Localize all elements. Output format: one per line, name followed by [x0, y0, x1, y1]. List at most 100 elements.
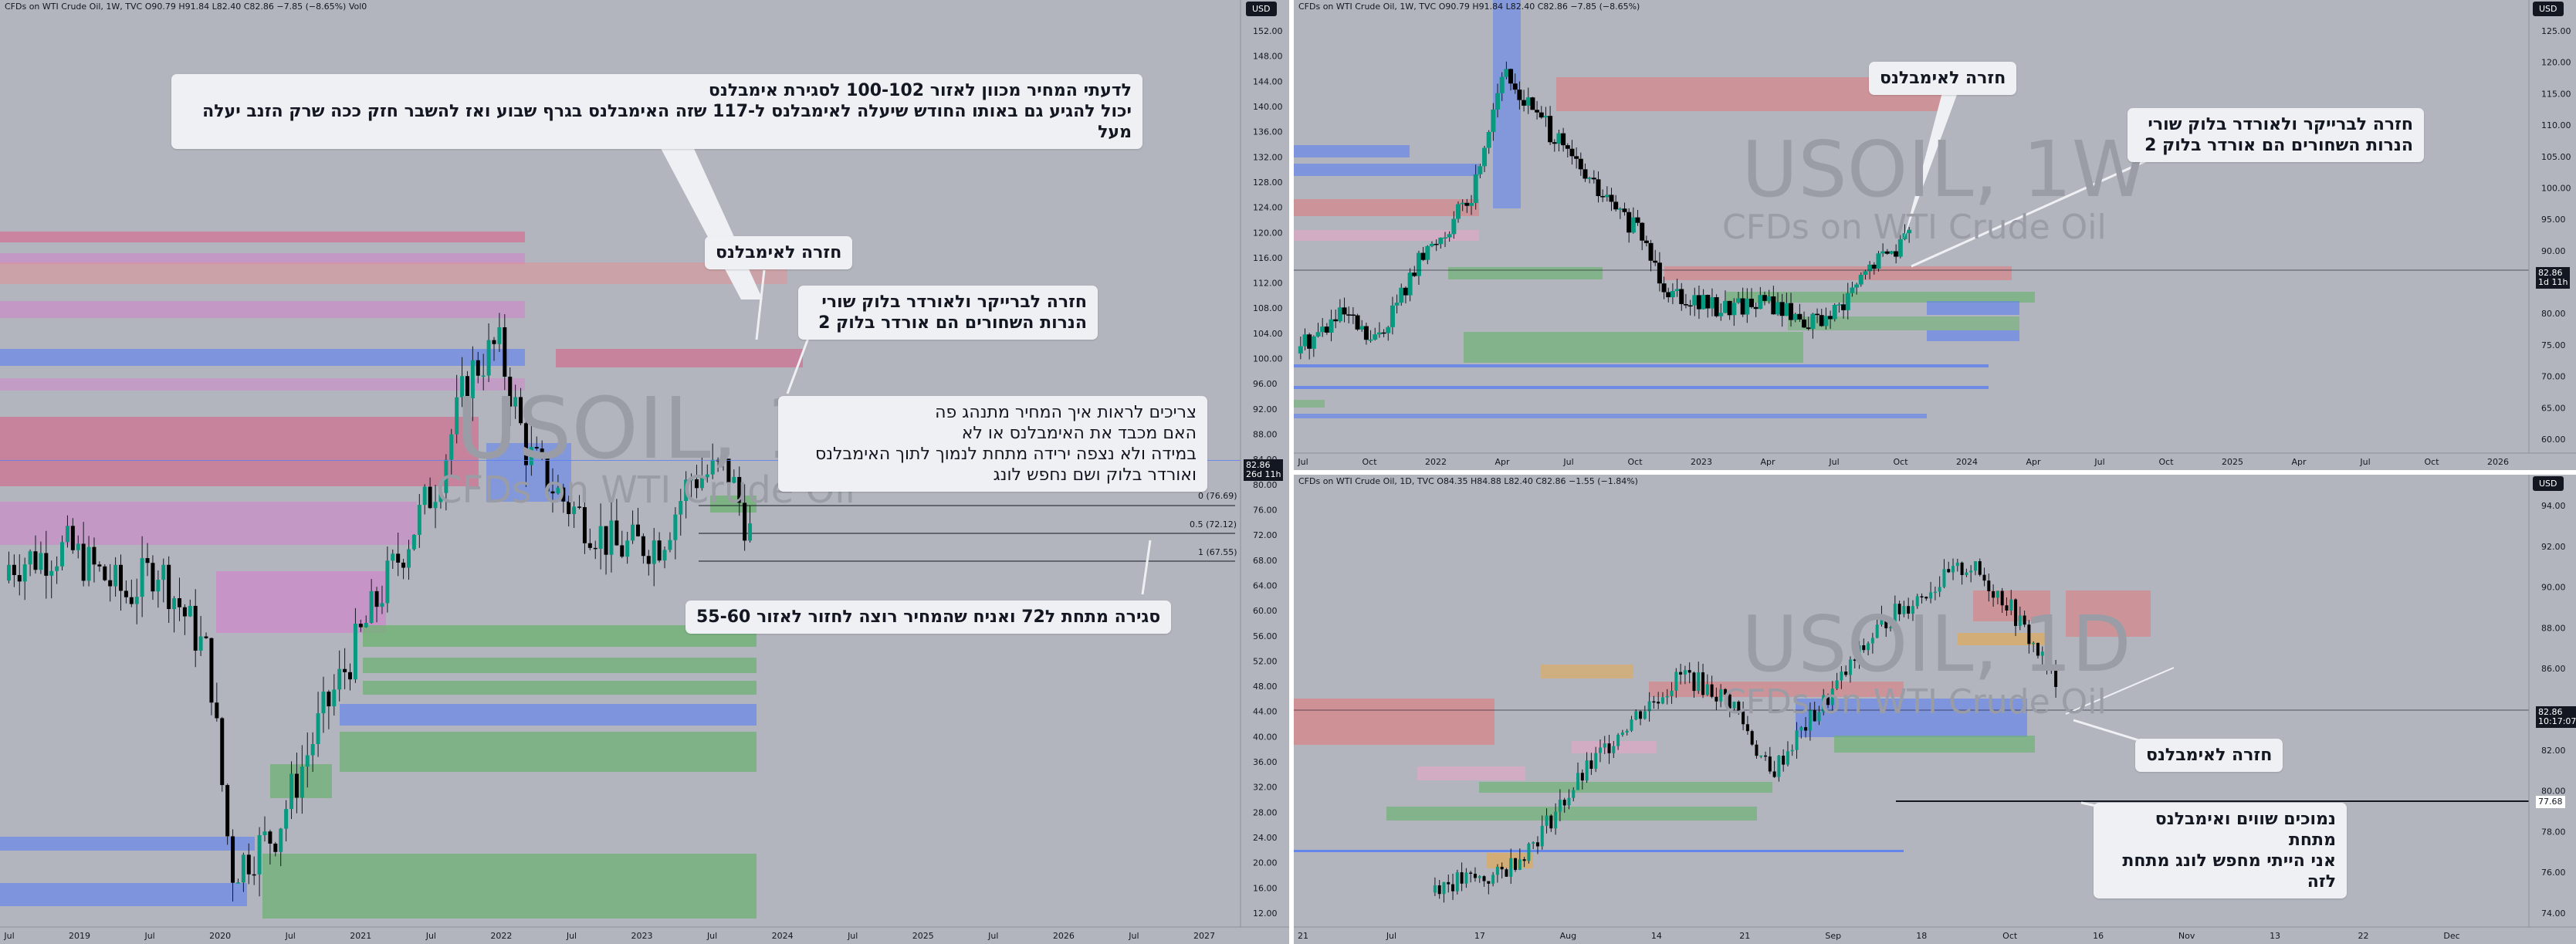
note-breaker-return-left[interactable]: חזרה לברייקר ולאורדר בלוק שורי הנרות השח…	[798, 286, 1098, 340]
candle-down	[1871, 264, 1877, 269]
candle-up	[134, 597, 139, 604]
candle-down	[97, 564, 102, 567]
candle-up	[438, 492, 443, 502]
last-price-value: 82.86	[1246, 460, 1271, 470]
candle-up	[1630, 719, 1633, 731]
candle-up	[161, 564, 166, 580]
zone-9	[1541, 665, 1633, 678]
candle-down	[550, 491, 555, 494]
currency-label[interactable]: USD	[2533, 476, 2564, 491]
note-imbalance-return-left[interactable]: חזרה לאימבלנס	[705, 236, 853, 269]
price-tick-2: 144.00	[1253, 76, 1283, 86]
price-tick-9: 76.00	[2541, 868, 2566, 878]
pane-separator-horizontal[interactable]	[1294, 470, 2576, 475]
weekly-chart-right-canvas[interactable]: 125.00 120.00 115.00 110.00 105.00 100.00 95.0…	[1294, 0, 2576, 470]
zone-7	[556, 349, 803, 367]
candle-up	[364, 622, 368, 628]
candle-down	[1548, 116, 1553, 143]
candle-up	[1320, 327, 1325, 333]
zone-2	[0, 262, 787, 284]
candle-up	[1429, 243, 1434, 246]
currency-label[interactable]: USD	[1246, 2, 1277, 16]
currency-label[interactable]: USD	[2533, 2, 2564, 16]
candle-down	[1745, 724, 1749, 732]
price-tick-9: 116.00	[1253, 253, 1283, 263]
candle-down	[1569, 148, 1575, 157]
candle-down	[17, 575, 22, 582]
note-watch-price-action[interactable]: צריכים לראות איך המחיר מתנהג פה האם מכבד…	[778, 396, 1207, 492]
time-tick-6: Jul	[425, 931, 436, 941]
price-tick-1: 120.00	[2541, 58, 2571, 68]
price-tick-5: 132.00	[1253, 152, 1283, 162]
candle-up	[1902, 606, 1906, 614]
note-imbalance-return-daily[interactable]: חזרה לאימבלנס	[2135, 739, 2283, 772]
candle-up	[481, 375, 486, 377]
time-tick-16: Jul	[1128, 931, 1139, 941]
candle-down	[1535, 842, 1539, 847]
candle-up	[1311, 336, 1316, 349]
time-tick-16: Jul	[2359, 457, 2370, 467]
candle-up	[1545, 815, 1549, 826]
price-tick-18: 80.00	[1253, 480, 1278, 490]
candle-up	[1504, 69, 1509, 77]
time-tick-0: Jul	[3, 931, 14, 941]
candle-down	[44, 553, 49, 576]
zone-13	[1294, 386, 1989, 389]
candle-up	[1670, 690, 1674, 696]
candle-up	[497, 327, 502, 344]
candle-down	[1764, 755, 1768, 757]
candle-up	[1438, 237, 1444, 245]
candle-down	[225, 785, 230, 837]
candle-up	[1867, 643, 1870, 651]
price-tick-27: 44.00	[1253, 707, 1278, 717]
candle-up	[1302, 334, 1308, 347]
candle-up	[1525, 97, 1531, 106]
note-imbalance-return-right[interactable]: חזרה לאימבלנס	[1869, 62, 2017, 95]
candle-up	[1973, 561, 1977, 571]
candle-up	[1598, 747, 1602, 753]
time-tick-1: Jul	[1386, 931, 1396, 941]
weekly-chart-left[interactable]: 152.00 148.00 144.00 140.00 136.00 132.00 128.…	[0, 0, 1289, 944]
candle-down	[1750, 731, 1754, 745]
candle-up	[235, 882, 240, 884]
candle-down	[220, 718, 225, 786]
candle-up	[2032, 642, 2036, 645]
daily-chart[interactable]: 94.0092.0090.0088.0086.0084.0082.0080.00…	[1294, 475, 2576, 944]
candle-up	[1495, 93, 1501, 110]
daily-chart-canvas[interactable]: 94.0092.0090.0088.0086.0084.0082.0080.00…	[1294, 475, 2576, 944]
pane-separator-vertical[interactable]	[1289, 0, 1294, 944]
candle-down	[1522, 100, 1527, 106]
time-tick-17: Oct	[2424, 457, 2439, 467]
candle-up	[417, 505, 421, 535]
candle-up	[1969, 570, 1973, 573]
note-equal-lows[interactable]: נמוכים שווים ואימבלנס מתחת אני הייתי מחפ…	[2094, 803, 2347, 898]
callout-tail-imbalance	[1904, 93, 1958, 239]
note-close-below-72[interactable]: סגירה מתחת ל72 ואניח שהמחיר רוצה לחזור ל…	[685, 601, 1172, 634]
time-tick-0: Jul	[1297, 457, 1308, 467]
zone-5	[1834, 736, 2035, 753]
candle-down	[1460, 872, 1464, 884]
candle-up	[337, 668, 342, 690]
candle-up	[1394, 303, 1400, 306]
candle-down	[1552, 142, 1557, 144]
candle-down	[1469, 872, 1473, 875]
candle-down	[1696, 295, 1701, 310]
note-target-100-102[interactable]: לדעתי המחיר מכוון לאזור 100-102 לסגירת א…	[171, 74, 1142, 149]
candle-down	[1622, 208, 1627, 212]
candle-up	[721, 458, 726, 462]
candle-down	[1683, 304, 1688, 306]
candle-up	[1929, 592, 1933, 599]
price-tick-7: 80.00	[2541, 787, 2566, 797]
note-breaker-return-right[interactable]: חזרה לברייקר ולאורדר בלוק שורי הנרות השח…	[2127, 108, 2424, 162]
zone-15	[340, 732, 757, 772]
candle-down	[2027, 624, 2031, 645]
time-tick-10: Jul	[706, 931, 717, 941]
candle-up	[684, 479, 689, 502]
candle-down	[726, 458, 731, 483]
weekly-chart-right[interactable]: 125.00 120.00 115.00 110.00 105.00 100.00 95.0…	[1294, 0, 2576, 470]
candle-up	[1337, 307, 1342, 322]
zone-2	[1294, 199, 1479, 216]
candle-up	[1473, 174, 1478, 203]
candle-down	[1609, 195, 1614, 202]
zone-10	[216, 571, 386, 633]
